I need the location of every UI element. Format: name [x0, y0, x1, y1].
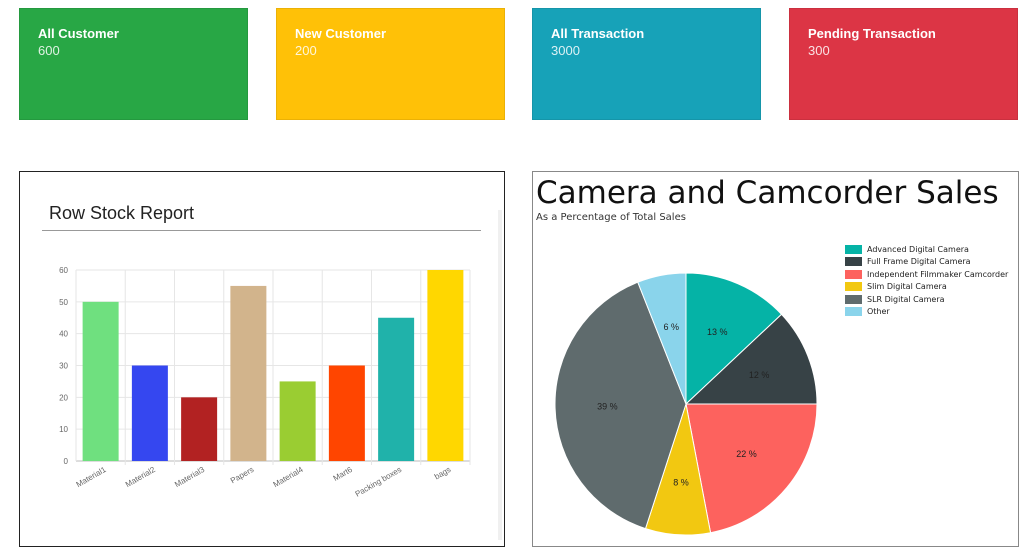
legend-label: Advanced Digital Camera: [867, 244, 969, 254]
pie-chart-title: Camera and Camcorder Sales: [536, 175, 999, 211]
y-tick-label: 0: [64, 457, 69, 466]
x-tick-label: bags: [433, 465, 453, 481]
pie-chart-subtitle: As a Percentage of Total Sales: [536, 212, 686, 223]
x-tick-label: Packing boxes: [354, 465, 404, 499]
stat-value: 3000: [551, 43, 580, 58]
legend-swatch: [845, 294, 862, 304]
legend-label: Independent Filmmaker Camcorder: [867, 269, 1009, 279]
y-tick-label: 20: [59, 393, 68, 402]
stat-card-new-customer[interactable]: New Customer 200: [276, 8, 505, 120]
x-tick-label: Papers: [229, 465, 255, 485]
panel-scrollbar[interactable]: [498, 210, 502, 540]
pie-slice-label: 12 %: [749, 370, 770, 380]
stat-title: All Transaction: [551, 26, 645, 41]
legend-swatch: [845, 257, 862, 267]
bar-mart6[interactable]: [328, 365, 365, 462]
stock-report-title: Row Stock Report: [49, 203, 195, 223]
pie-slice-label: 8 %: [673, 477, 689, 487]
pie-legend: Advanced Digital Camera Full Frame Digita…: [845, 243, 1008, 318]
bar-packing-boxes[interactable]: [378, 317, 415, 461]
stat-value: 300: [808, 43, 830, 58]
legend-swatch: [845, 307, 862, 317]
stat-card-all-transaction[interactable]: All Transaction 3000: [532, 8, 761, 120]
bar-material3[interactable]: [181, 397, 218, 461]
bar-material2[interactable]: [131, 365, 168, 462]
pie-slice-independent-filmmaker-camcorder[interactable]: [685, 403, 818, 534]
legend-label: SLR Digital Camera: [867, 294, 945, 304]
pie-slice-label: 39 %: [597, 401, 618, 411]
legend-item[interactable]: SLR Digital Camera: [845, 293, 1008, 306]
legend-swatch: [845, 244, 862, 254]
legend-label: Other: [867, 307, 890, 317]
legend-item[interactable]: Slim Digital Camera: [845, 281, 1008, 294]
legend-swatch: [845, 269, 862, 279]
pie-slice-label: 13 %: [707, 327, 728, 337]
pie-slice-full-frame-digital-camera[interactable]: [684, 313, 818, 405]
y-tick-label: 10: [59, 425, 68, 434]
stock-bar-chart: 0 10 20 30 40 50 60 Material1 Material2 Material3…: [59, 266, 471, 499]
y-tick-label: 40: [59, 330, 68, 339]
x-tick-label: Material1: [75, 465, 108, 490]
bar-material4[interactable]: [279, 381, 316, 461]
bar-material1[interactable]: [82, 301, 119, 461]
legend-label: Full Frame Digital Camera: [867, 257, 971, 267]
pie-slice-label: 22 %: [736, 449, 757, 459]
legend-item[interactable]: Other: [845, 306, 1008, 319]
y-tick-label: 50: [59, 298, 68, 307]
pie-slice-slr-digital-camera[interactable]: [554, 281, 687, 530]
bar-chart-plot: 0 10 20 30 40 50 60 Material1 Material2 Material3…: [59, 266, 471, 499]
legend-item[interactable]: Independent Filmmaker Camcorder: [845, 268, 1008, 281]
stat-card-pending-transaction[interactable]: Pending Transaction 300: [789, 8, 1018, 120]
legend-swatch: [845, 282, 862, 292]
legend-label: Slim Digital Camera: [867, 282, 947, 292]
camera-sales-pie-chart: 13 % 12 % 22 % 8 % 39 % 6 %: [554, 272, 818, 536]
stat-title: Pending Transaction: [808, 26, 936, 41]
stat-card-all-customer[interactable]: All Customer 600: [19, 8, 248, 120]
x-tick-label: Material4: [272, 465, 305, 490]
stat-title: New Customer: [295, 26, 387, 41]
bar-papers[interactable]: [230, 285, 267, 461]
pie-slice-label: 6 %: [664, 322, 680, 332]
x-tick-label: Material3: [173, 465, 206, 490]
camera-sales-panel: Camera and Camcorder Sales As a Percenta…: [532, 171, 1019, 547]
legend-item[interactable]: Advanced Digital Camera: [845, 243, 1008, 256]
stat-title: All Customer: [38, 26, 119, 41]
stock-report-panel: Row Stock Report 0 10 20 30 40 50 60 Material1 M…: [19, 171, 505, 547]
y-tick-label: 60: [59, 266, 68, 275]
x-tick-label: Material2: [124, 465, 157, 490]
x-tick-label: Mart6: [332, 465, 355, 483]
legend-item[interactable]: Full Frame Digital Camera: [845, 256, 1008, 269]
stat-value: 600: [38, 43, 60, 58]
pie-slice-advanced-digital-camera[interactable]: [685, 272, 783, 406]
y-tick-label: 30: [59, 362, 68, 371]
pie-slice-other[interactable]: [637, 272, 687, 405]
pie-plot: 13 % 12 % 22 % 8 % 39 % 6 %: [554, 272, 818, 536]
title-divider: [42, 230, 481, 231]
bar-bags[interactable]: [427, 270, 464, 461]
stat-value: 200: [295, 43, 317, 58]
